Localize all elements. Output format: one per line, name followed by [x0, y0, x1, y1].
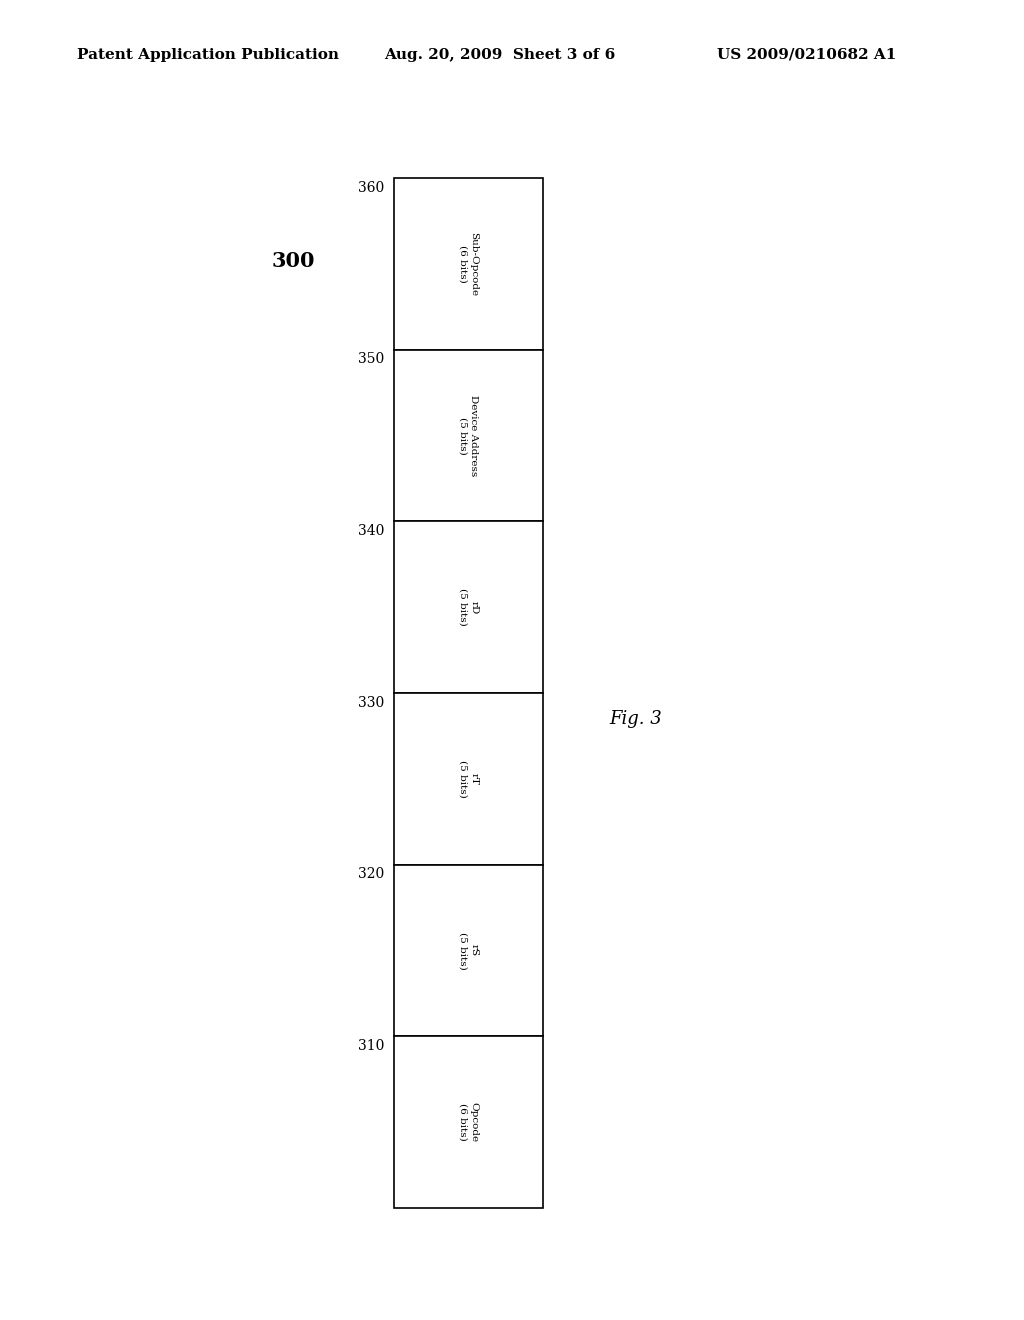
Text: Aug. 20, 2009  Sheet 3 of 6: Aug. 20, 2009 Sheet 3 of 6: [384, 48, 615, 62]
Text: 350: 350: [357, 352, 384, 367]
Text: Device Address
(5 bits): Device Address (5 bits): [459, 395, 478, 477]
Text: Opcode
(6 bits): Opcode (6 bits): [459, 1102, 478, 1142]
Text: rS
(5 bits): rS (5 bits): [459, 932, 478, 969]
Text: rT
(5 bits): rT (5 bits): [459, 760, 478, 797]
Text: Patent Application Publication: Patent Application Publication: [77, 48, 339, 62]
Text: rD
(5 bits): rD (5 bits): [459, 589, 478, 626]
Text: US 2009/0210682 A1: US 2009/0210682 A1: [717, 48, 896, 62]
Text: Sub-Opcode
(6 bits): Sub-Opcode (6 bits): [459, 232, 478, 296]
Text: 320: 320: [357, 867, 384, 882]
Text: 360: 360: [357, 181, 384, 195]
Text: Fig. 3: Fig. 3: [609, 710, 663, 729]
Text: 340: 340: [357, 524, 384, 539]
Text: 300: 300: [271, 251, 314, 271]
Text: 330: 330: [357, 696, 384, 710]
Text: 310: 310: [357, 1039, 384, 1053]
